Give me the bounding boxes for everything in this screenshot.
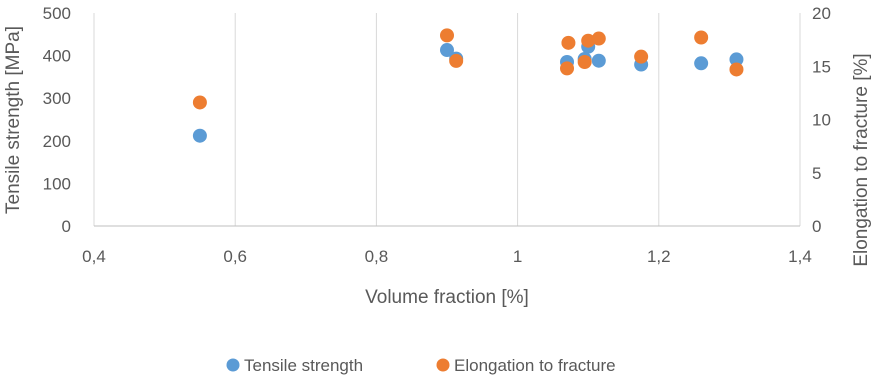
x-tick-label: 1 bbox=[513, 247, 522, 266]
y2-tick-label: 10 bbox=[812, 111, 831, 130]
elongation-point bbox=[729, 62, 744, 77]
tensile-strength-point bbox=[694, 56, 709, 71]
elongation-point bbox=[694, 30, 709, 45]
elongation-point bbox=[449, 53, 464, 68]
legend-marker-tensile-strength bbox=[226, 358, 240, 372]
y-tick-label: 400 bbox=[43, 47, 71, 66]
x-tick-label: 1,4 bbox=[788, 247, 812, 266]
y2-axis-title: Elongation to fracture [%] bbox=[851, 53, 872, 266]
y-tick-label: 500 bbox=[43, 4, 71, 23]
x-tick-label: 0,8 bbox=[365, 247, 389, 266]
y-axis-title: Tensile strength [MPa] bbox=[3, 26, 24, 214]
y2-tick-labels: 0 5 10 15 20 bbox=[812, 4, 831, 236]
legend: Tensile strength Elongation to fracture bbox=[226, 356, 616, 375]
y-tick-label: 0 bbox=[62, 217, 71, 236]
tensile-strength-point bbox=[729, 52, 744, 67]
tensile-strength-point bbox=[591, 53, 606, 68]
elongation-point bbox=[561, 35, 576, 50]
x-tick-label: 0,4 bbox=[82, 247, 106, 266]
elongation-point bbox=[591, 31, 606, 46]
elongation-point bbox=[581, 33, 596, 48]
y2-tick-label: 20 bbox=[812, 4, 831, 23]
elongation-point bbox=[560, 61, 575, 76]
legend-marker-elongation bbox=[436, 358, 450, 372]
tensile-strength-point bbox=[440, 43, 454, 58]
x-tick-labels: 0,4 0,6 0,8 1 1,2 1,4 bbox=[82, 247, 812, 266]
y-tick-labels: 0 100 200 300 400 500 bbox=[43, 4, 71, 236]
y-tick-label: 100 bbox=[43, 174, 71, 193]
y2-tick-label: 0 bbox=[812, 217, 821, 236]
elongation-point bbox=[577, 54, 592, 69]
tensile-strength-point bbox=[192, 128, 207, 143]
y2-tick-label: 15 bbox=[812, 57, 831, 76]
x-tick-label: 0,6 bbox=[223, 247, 247, 266]
y2-tick-label: 5 bbox=[812, 164, 821, 183]
elongation-point bbox=[440, 28, 454, 43]
legend-label-tensile-strength: Tensile strength bbox=[244, 356, 363, 375]
elongation-point bbox=[634, 49, 649, 64]
y-tick-label: 300 bbox=[43, 89, 71, 108]
data-points bbox=[192, 28, 744, 143]
y-tick-label: 200 bbox=[43, 132, 71, 151]
grid-lines bbox=[93, 13, 801, 226]
x-tick-label: 1,2 bbox=[647, 247, 671, 266]
x-axis-title: Volume fraction [%] bbox=[365, 287, 529, 308]
elongation-point bbox=[192, 95, 207, 110]
legend-label-elongation: Elongation to fracture bbox=[454, 356, 616, 375]
